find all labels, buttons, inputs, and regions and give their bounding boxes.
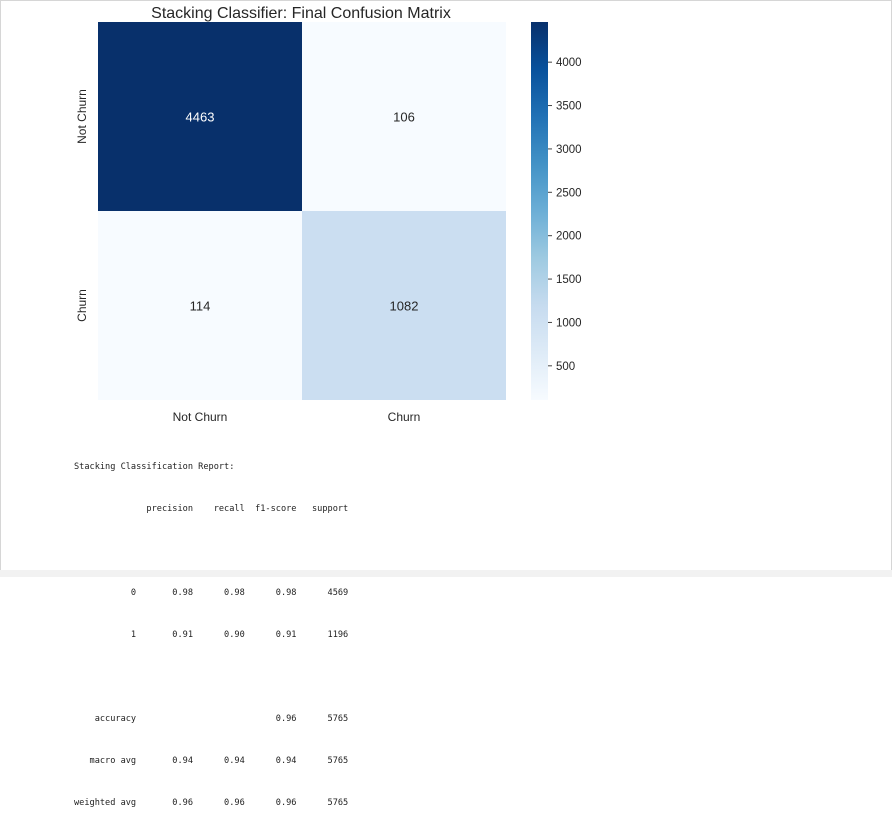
chart-title: Stacking Classifier: Final Confusion Mat… [151,5,451,22]
report-line: precision recall f1-score support [74,504,349,514]
colorbar-tick-label: 3000 [556,144,582,156]
report-line [74,670,348,684]
bottom-strip [0,570,892,577]
colorbar [531,22,548,400]
report-line [74,544,348,558]
colorbar-tick-label: 2000 [556,231,582,243]
colorbar-tick-label: 1500 [556,274,582,286]
cell-value-label: 1082 [390,299,419,314]
y-tick-label: Churn [75,289,89,322]
cell-value-label: 4463 [186,110,215,125]
y-tick-label: Not Churn [75,89,89,144]
heatmap-cell [302,22,506,211]
colorbar-tick-label: 2500 [556,187,582,199]
heatmap-cell [302,211,506,400]
colorbar-tick-label: 4000 [556,57,582,69]
cell-value-label: 106 [393,110,415,125]
report-line: macro avg 0.94 0.94 0.94 5765 [74,756,349,766]
x-tick-label: Not Churn [173,410,228,424]
heatmap-cell [98,22,302,211]
cell-value-label: 114 [190,299,211,314]
confusion-matrix-chart: Stacking Classifier: Final Confusion Mat… [75,5,582,424]
report-title: Stacking Classification Report: [74,462,235,472]
report-line: 1 0.91 0.90 0.91 1196 [74,630,349,640]
heatmap-cell [98,211,302,400]
classification-report: Stacking Classification Report: precisio… [74,432,348,824]
colorbar-tick-label: 3500 [556,101,582,113]
colorbar-tick-label: 1000 [556,317,582,329]
report-line: 0 0.98 0.98 0.98 4569 [74,588,349,598]
colorbar-tick-label: 500 [556,361,575,373]
report-line: weighted avg 0.96 0.96 0.96 5765 [74,798,349,808]
x-tick-label: Churn [388,410,421,424]
report-line: accuracy 0.96 5765 [74,714,349,724]
